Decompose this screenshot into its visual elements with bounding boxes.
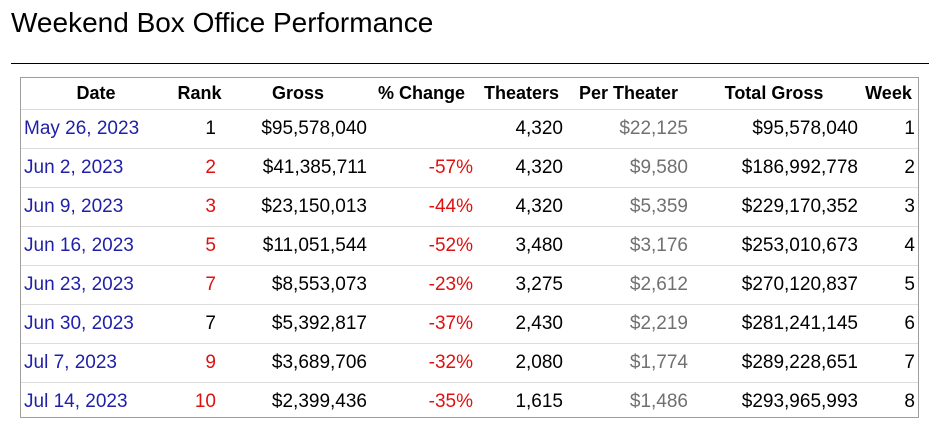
table-row: Jun 9, 2023 3 $23,150,013 -44% 4,320 $5,359 $2… <box>21 187 918 227</box>
date-cell: Jul 7, 2023 <box>21 343 171 383</box>
date-link[interactable]: Jul 7, 2023 <box>24 352 117 373</box>
date-cell: Jun 16, 2023 <box>21 226 171 266</box>
date-cell: Jun 9, 2023 <box>21 187 171 227</box>
rank-cell: 7 <box>171 265 228 305</box>
date-cell: May 26, 2023 <box>21 109 171 149</box>
table-row: Jul 14, 2023 10 $2,399,436 -35% 1,615 $1,486 $… <box>21 382 918 421</box>
gross-cell: $8,553,073 <box>228 265 368 305</box>
week-cell: 4 <box>859 226 918 266</box>
total-gross-cell: $293,965,993 <box>689 382 859 421</box>
week-cell: 8 <box>859 382 918 421</box>
change-cell: -35% <box>368 382 475 421</box>
theaters-cell: 2,430 <box>475 304 568 344</box>
total-gross-cell: $95,578,040 <box>689 109 859 149</box>
theaters-cell: 4,320 <box>475 187 568 227</box>
rank-cell: 3 <box>171 187 228 227</box>
theaters-cell: 1,615 <box>475 382 568 421</box>
gross-cell: $41,385,711 <box>228 148 368 188</box>
theaters-cell: 3,480 <box>475 226 568 266</box>
rank-cell: 9 <box>171 343 228 383</box>
change-cell <box>368 109 475 149</box>
theaters-cell: 3,275 <box>475 265 568 305</box>
rank-cell: 5 <box>171 226 228 266</box>
week-cell: 6 <box>859 304 918 344</box>
rank-cell: 7 <box>171 304 228 344</box>
total-gross-cell: $229,170,352 <box>689 187 859 227</box>
total-gross-cell: $253,010,673 <box>689 226 859 266</box>
date-link[interactable]: Jun 16, 2023 <box>24 235 134 256</box>
date-link[interactable]: Jun 30, 2023 <box>24 313 134 334</box>
table-row: Jun 23, 2023 7 $8,553,073 -23% 3,275 $2,612 $2… <box>21 265 918 305</box>
per-theater-cell: $9,580 <box>568 148 689 188</box>
per-theater-cell: $22,125 <box>568 109 689 149</box>
table-row: May 26, 2023 1 $95,578,040 4,320 $22,125 $95,… <box>21 109 918 149</box>
gross-cell: $5,392,817 <box>228 304 368 344</box>
week-cell: 3 <box>859 187 918 227</box>
date-link[interactable]: Jul 14, 2023 <box>24 391 128 412</box>
change-cell: -44% <box>368 187 475 227</box>
change-cell: -23% <box>368 265 475 305</box>
date-link[interactable]: Jun 2, 2023 <box>24 157 124 178</box>
date-link[interactable]: Jun 23, 2023 <box>24 274 134 295</box>
table-header-row: Date Rank Gross % Change Theaters Per Th… <box>21 78 918 110</box>
theaters-cell: 4,320 <box>475 148 568 188</box>
header-rank: Rank <box>177 83 222 103</box>
week-cell: 2 <box>859 148 918 188</box>
per-theater-cell: $5,359 <box>568 187 689 227</box>
title-divider <box>11 63 929 64</box>
change-cell: -57% <box>368 148 475 188</box>
header-gross: Gross <box>271 83 325 103</box>
page-title: Weekend Box Office Performance <box>11 7 434 38</box>
theaters-cell: 4,320 <box>475 109 568 149</box>
table-row: Jun 30, 2023 7 $5,392,817 -37% 2,430 $2,219 $2… <box>21 304 918 344</box>
total-gross-cell: $270,120,837 <box>689 265 859 305</box>
total-gross-cell: $281,241,145 <box>689 304 859 344</box>
week-cell: 1 <box>859 109 918 149</box>
per-theater-cell: $1,486 <box>568 382 689 421</box>
theaters-cell: 2,080 <box>475 343 568 383</box>
header-week: Week <box>865 83 912 103</box>
header-per-theater: Per Theater <box>578 83 679 103</box>
change-cell: -32% <box>368 343 475 383</box>
change-cell: -52% <box>368 226 475 266</box>
header-date: Date <box>76 83 116 103</box>
header-theaters: Theaters <box>483 83 560 103</box>
per-theater-cell: $2,219 <box>568 304 689 344</box>
per-theater-cell: $3,176 <box>568 226 689 266</box>
rank-cell: 2 <box>171 148 228 188</box>
per-theater-cell: $2,612 <box>568 265 689 305</box>
date-cell: Jun 2, 2023 <box>21 148 171 188</box>
gross-cell: $23,150,013 <box>228 187 368 227</box>
total-gross-cell: $289,228,651 <box>689 343 859 383</box>
table-row: Jun 2, 2023 2 $41,385,711 -57% 4,320 $9,580 $1… <box>21 148 918 188</box>
rank-cell: 10 <box>171 382 228 421</box>
table-row: Jul 7, 2023 9 $3,689,706 -32% 2,080 $1,774 $28… <box>21 343 918 383</box>
gross-cell: $2,399,436 <box>228 382 368 421</box>
week-cell: 7 <box>859 343 918 383</box>
week-cell: 5 <box>859 265 918 305</box>
rank-cell: 1 <box>171 109 228 149</box>
date-link[interactable]: May 26, 2023 <box>24 118 140 139</box>
change-cell: -37% <box>368 304 475 344</box>
table-row: Jun 16, 2023 5 $11,051,544 -52% 3,480 $3,176 $… <box>21 226 918 266</box>
header-total-gross: Total Gross <box>724 83 824 103</box>
box-office-table: Date Rank Gross % Change Theaters Per Th… <box>20 77 919 421</box>
date-cell: Jun 30, 2023 <box>21 304 171 344</box>
date-cell: Jul 14, 2023 <box>21 382 171 421</box>
gross-cell: $11,051,544 <box>228 226 368 266</box>
date-cell: Jun 23, 2023 <box>21 265 171 305</box>
total-gross-cell: $186,992,778 <box>689 148 859 188</box>
date-link[interactable]: Jun 9, 2023 <box>24 196 124 217</box>
gross-cell: $95,578,040 <box>228 109 368 149</box>
per-theater-cell: $1,774 <box>568 343 689 383</box>
header-change: % Change <box>377 83 465 103</box>
gross-cell: $3,689,706 <box>228 343 368 383</box>
